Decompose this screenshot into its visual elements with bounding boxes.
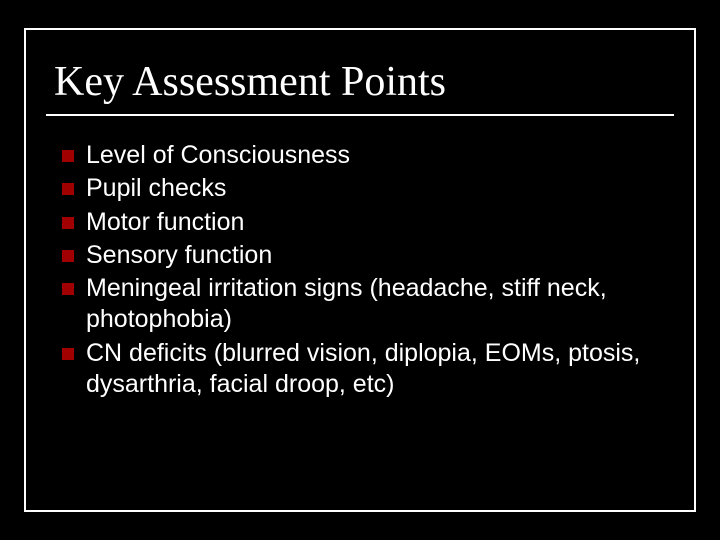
square-bullet-icon (62, 283, 74, 295)
list-item: Meningeal irritation signs (headache, st… (62, 273, 658, 336)
list-item: CN deficits (blurred vision, diplopia, E… (62, 338, 658, 401)
bullet-list: Level of Consciousness Pupil checks Moto… (62, 140, 658, 400)
bullet-text: Sensory function (86, 240, 272, 271)
square-bullet-icon (62, 217, 74, 229)
bullet-text: Level of Consciousness (86, 140, 350, 171)
square-bullet-icon (62, 348, 74, 360)
slide-content: Level of Consciousness Pupil checks Moto… (26, 116, 694, 400)
list-item: Sensory function (62, 240, 658, 271)
list-item: Pupil checks (62, 173, 658, 204)
slide-title: Key Assessment Points (26, 30, 694, 114)
bullet-text: Meningeal irritation signs (headache, st… (86, 273, 658, 336)
list-item: Motor function (62, 207, 658, 238)
list-item: Level of Consciousness (62, 140, 658, 171)
slide-frame: Key Assessment Points Level of Conscious… (24, 28, 696, 512)
bullet-text: Motor function (86, 207, 244, 238)
square-bullet-icon (62, 183, 74, 195)
square-bullet-icon (62, 250, 74, 262)
bullet-text: Pupil checks (86, 173, 226, 204)
square-bullet-icon (62, 150, 74, 162)
bullet-text: CN deficits (blurred vision, diplopia, E… (86, 338, 658, 401)
